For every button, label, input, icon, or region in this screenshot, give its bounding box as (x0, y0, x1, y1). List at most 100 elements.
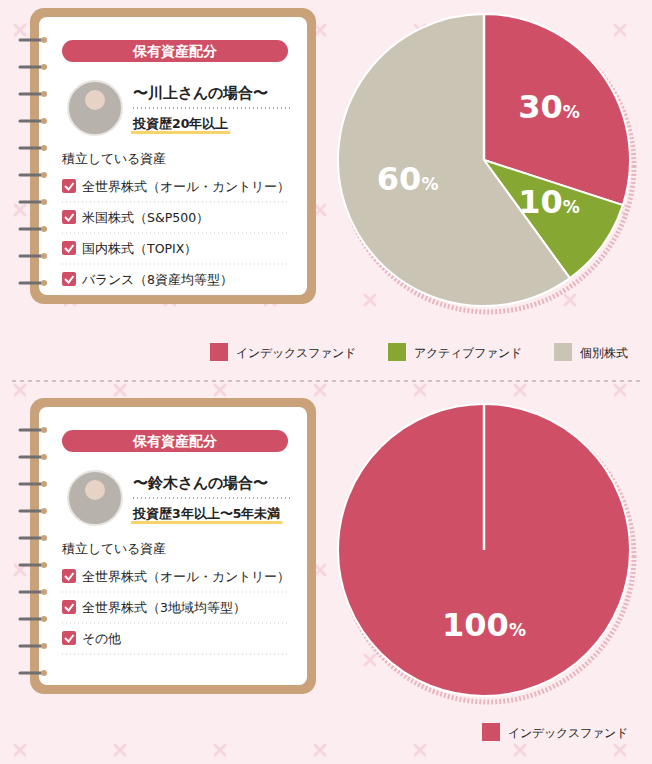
checkbox (62, 569, 76, 583)
canvas: 保有資産配分〜川上さんの場合〜投資歴20年以上積立している資産全世界株式（オール… (0, 0, 652, 764)
experience-underline (131, 131, 230, 134)
item-rule (62, 623, 290, 624)
pattern-cross (615, 745, 625, 755)
pattern-cross (315, 205, 325, 215)
data-label-unit: % (421, 174, 438, 194)
item-rule (62, 592, 290, 593)
separator (12, 380, 640, 381)
pattern-cross (215, 745, 225, 755)
legend-label: 個別株式 (580, 346, 628, 360)
legend: インデックスファンド (482, 723, 628, 741)
binder-hole (41, 172, 47, 178)
legend-swatch (388, 343, 406, 361)
pattern-cross (315, 745, 325, 755)
item-rule (62, 295, 290, 296)
binder-ring (20, 591, 44, 594)
data-label-number: 10 (518, 183, 563, 221)
list-item: 全世界株式（3地域均等型） (82, 600, 246, 615)
pattern-cross (15, 745, 25, 755)
binder-ring (20, 483, 44, 486)
binder-ring (20, 645, 44, 648)
legend-item: アクティブファンド (388, 343, 522, 361)
legend-swatch (210, 343, 228, 361)
binder-hole (41, 253, 47, 259)
binder-hole (41, 481, 47, 487)
item-rule (62, 264, 290, 265)
checkmark (65, 183, 74, 190)
pattern-cross (15, 385, 25, 395)
name-rule (133, 497, 290, 499)
avatar-face (85, 90, 105, 110)
legend-item: インデックスファンド (210, 343, 356, 361)
data-label: 10% (518, 183, 580, 221)
checkbox (62, 631, 76, 645)
item-rule (62, 233, 290, 234)
binder-hole (41, 562, 47, 568)
legend-label: インデックスファンド (508, 726, 628, 740)
checkmark (65, 604, 74, 611)
binder-hole (41, 118, 47, 124)
legend-item: 個別株式 (554, 343, 628, 361)
pattern-cross (15, 205, 25, 215)
data-label: 60% (377, 160, 439, 198)
legend-item: インデックスファンド (482, 723, 628, 741)
card-face (39, 17, 307, 295)
checkmark (65, 573, 74, 580)
binder-hole (41, 145, 47, 151)
list-item: 国内株式（TOPIX） (82, 241, 197, 256)
pattern-cross (565, 295, 575, 305)
slice (338, 14, 570, 306)
data-label-unit: % (509, 620, 526, 640)
legend-label: インデックスファンド (236, 346, 356, 360)
slices: 100% (338, 404, 630, 696)
experience: 投資歴20年以上 (132, 116, 228, 131)
legend-swatch (554, 343, 572, 361)
pattern-cross (15, 25, 25, 35)
checkbox (62, 241, 76, 255)
pattern-cross (515, 385, 525, 395)
pie-chart: 100% インデックスファンド (338, 404, 634, 741)
binder-hole (41, 508, 47, 514)
binder-hole (41, 427, 47, 433)
slices: 30%10%60% (338, 14, 630, 306)
pattern-cross (415, 745, 425, 755)
checkmark (65, 276, 74, 283)
header-pill (62, 430, 288, 452)
experience: 投資歴3年以上〜5年未満 (132, 506, 280, 521)
pattern-cross (365, 295, 375, 305)
binder-ring (20, 564, 44, 567)
binder-ring (20, 39, 44, 42)
data-label: 100% (442, 606, 526, 644)
experience-underline (131, 521, 282, 524)
binder-hole (41, 64, 47, 70)
data-label-unit: % (563, 197, 580, 217)
list-item: バランス（8資産均等型） (81, 272, 233, 287)
binder-hole (41, 643, 47, 649)
card-header: 保有資産配分 (132, 43, 218, 59)
card-header: 保有資産配分 (132, 433, 218, 449)
card-face (39, 407, 307, 685)
binder-ring (20, 174, 44, 177)
legend: インデックスファンド アクティブファンド 個別株式 (210, 343, 628, 361)
binder-ring (20, 228, 44, 231)
checkmark (65, 245, 74, 252)
binder-hole (41, 454, 47, 460)
pattern-cross (315, 25, 325, 35)
data-label-number: 30 (518, 88, 563, 126)
binder-hole (41, 616, 47, 622)
binder-hole (41, 37, 47, 43)
data-label: 30% (518, 88, 580, 126)
checkbox (62, 600, 76, 614)
binder-ring (20, 147, 44, 150)
avatar (68, 471, 122, 525)
slice-edge (483, 404, 486, 550)
binder-ring (20, 201, 44, 204)
item-rule (62, 654, 290, 655)
checkbox (62, 210, 76, 224)
pattern-cross (615, 25, 625, 35)
slice (338, 404, 630, 696)
checkmark (65, 214, 74, 221)
list-item: 全世界株式（オール・カントリー） (82, 179, 290, 194)
pattern-cross (115, 745, 125, 755)
background (0, 0, 652, 764)
